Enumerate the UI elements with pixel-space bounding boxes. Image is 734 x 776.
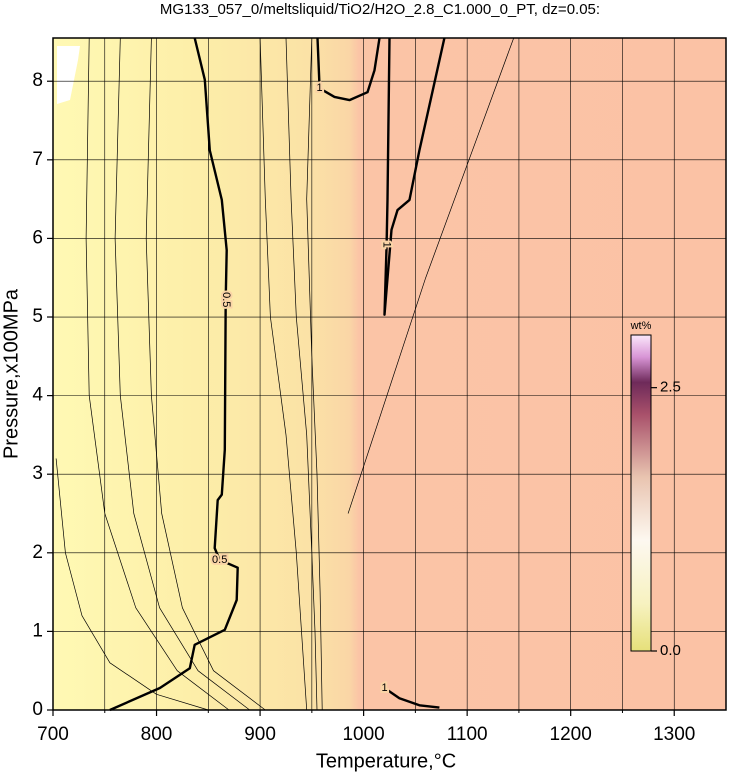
plot-background <box>53 38 726 710</box>
y-tick-label: 0 <box>32 699 43 720</box>
plot-frame <box>52 37 727 711</box>
x-tick-label: 900 <box>244 724 276 745</box>
y-tick-label: 5 <box>32 306 43 327</box>
contour-label: 1 <box>381 682 387 694</box>
contour-line <box>285 37 318 711</box>
contour-line <box>306 37 323 711</box>
colorbar-tick-label: 0.0 <box>660 642 681 659</box>
contour-line <box>85 37 230 711</box>
contour-line-bold <box>383 37 446 316</box>
colorbar-label: wt% <box>630 320 652 332</box>
contour-label: 1 <box>381 242 393 248</box>
x-axis-label: Temperature,°C <box>316 750 456 772</box>
x-tick-label: 1100 <box>447 724 488 745</box>
contour-line <box>145 37 266 711</box>
blank-region <box>57 46 80 104</box>
colorbar <box>630 334 652 652</box>
contour-label: 1 <box>317 82 323 94</box>
y-tick-label: 1 <box>32 620 43 641</box>
x-tick-label: 700 <box>37 724 69 745</box>
contour-line-bold <box>109 37 239 712</box>
contour-line <box>114 37 250 711</box>
x-tick-label: 1000 <box>342 724 384 745</box>
contour-label: 0.5 <box>220 292 232 307</box>
contour-line-bold <box>316 37 381 102</box>
contour-line-bold <box>383 687 440 709</box>
y-tick-label: 7 <box>32 149 43 170</box>
y-tick-label: 4 <box>32 385 43 406</box>
y-axis-label: Pressure,x100MPa <box>0 288 22 459</box>
x-tick-label: 1300 <box>653 724 695 745</box>
y-tick-label: 3 <box>32 463 43 484</box>
chart-title: MG133_057_0/meltsliquid/TiO2/H2O_2.8_C1.… <box>160 1 600 18</box>
x-tick-label: 1200 <box>550 724 592 745</box>
y-tick-label: 6 <box>32 227 43 248</box>
y-tick-label: 8 <box>32 70 43 91</box>
x-tick-label: 800 <box>141 724 173 745</box>
contour-line <box>55 458 209 711</box>
contour-label: 0.5 <box>212 554 227 566</box>
colorbar-tick-label: 2.5 <box>660 379 681 396</box>
y-tick-label: 2 <box>32 542 43 563</box>
contour-line <box>259 37 308 711</box>
contour-line <box>347 37 515 514</box>
